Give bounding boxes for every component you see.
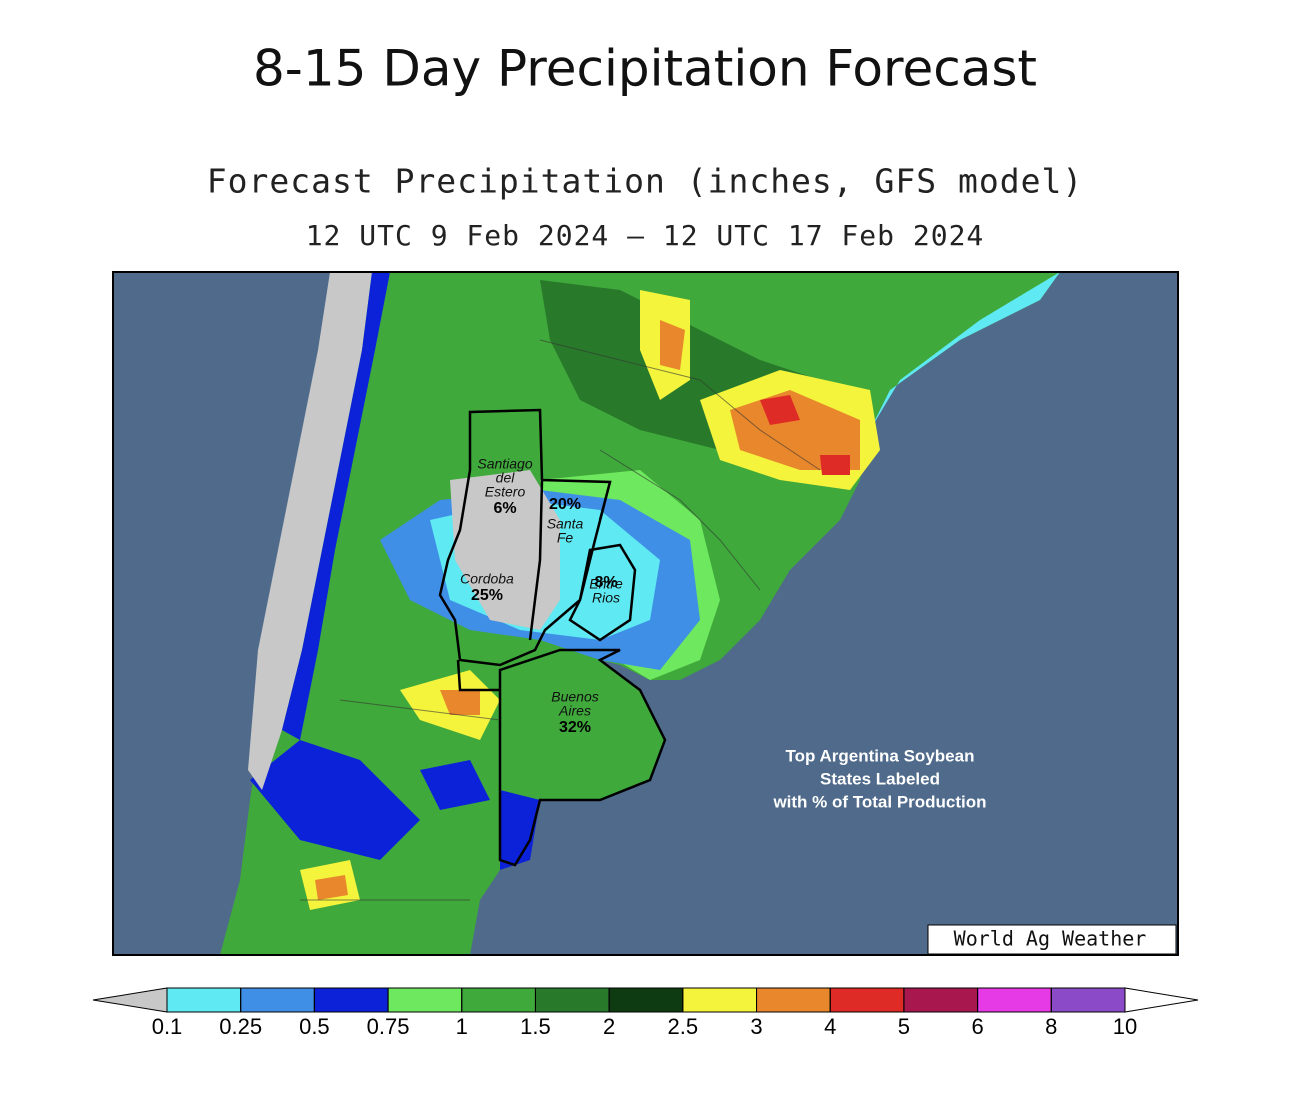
region-share: 20% (549, 496, 581, 513)
color-cell (1050, 987, 1126, 1013)
over-arrow (1124, 987, 1199, 1013)
annotation-line: States Labeled (820, 769, 940, 788)
yellow-ne (300, 290, 880, 910)
credit-box (927, 924, 1177, 955)
map-title: Forecast Precipitation (inches, GFS mode… (207, 162, 1083, 201)
color-cell (534, 987, 610, 1013)
color-cell (756, 987, 831, 1013)
dry-zone (450, 470, 560, 630)
colorbar: 0.1 0.25 0.5 0.75 1 1.5 2 2.5 3 4 5 6 8 10 (92, 987, 1199, 1039)
color-cell (387, 987, 463, 1013)
region-name: Entre (589, 576, 623, 592)
tick-label: 4 (824, 1014, 836, 1039)
annotation-line: with % of Total Production (772, 792, 986, 811)
region-name: Fe (557, 530, 574, 546)
tick-label: 1.5 (520, 1014, 551, 1039)
province-borders (438, 408, 667, 867)
coastal-band (870, 272, 1060, 430)
annotation-line: Top Argentina Soybean (786, 746, 975, 765)
region-share: 8% (594, 574, 617, 591)
map-subtitle: 12 UTC 9 Feb 2024 – 12 UTC 17 Feb 2024 (306, 219, 985, 252)
region-name: Estero (485, 484, 526, 500)
blue-south (250, 740, 540, 870)
tick-label: 0.25 (219, 1014, 262, 1039)
tick-label: 10 (1113, 1014, 1137, 1039)
tick-label: 0.5 (299, 1014, 330, 1039)
tick-label: 8 (1045, 1014, 1057, 1039)
tick-label: 0.75 (367, 1014, 410, 1039)
red-ne (760, 395, 850, 475)
under-arrow (92, 987, 168, 1013)
color-cell (829, 987, 905, 1013)
tick-label: 6 (971, 1014, 983, 1039)
page-title: 8-15 Day Precipitation Forecast (253, 40, 1037, 98)
color-cell (313, 987, 389, 1013)
region-name: Buenos (551, 689, 598, 705)
tick-label: 2 (603, 1014, 615, 1039)
color-cell (608, 987, 684, 1013)
color-cell (240, 987, 315, 1013)
color-cell (977, 987, 1052, 1013)
region-share: 32% (559, 719, 591, 736)
blue-andes (282, 272, 390, 740)
tick-label: 1 (456, 1014, 468, 1039)
tick-label: 3 (750, 1014, 762, 1039)
color-cell (461, 987, 536, 1013)
color-cell (166, 987, 242, 1013)
region-name: Santiago (477, 456, 532, 472)
tick-label: 0.1 (152, 1014, 183, 1039)
map-frame (112, 271, 1179, 956)
region-name: del (496, 470, 516, 486)
chile (248, 272, 372, 790)
region-name: Aires (558, 703, 591, 719)
country-borders (300, 339, 821, 901)
color-cell (903, 987, 979, 1013)
credit: World Ag Weather (954, 927, 1147, 951)
region-share: 6% (493, 500, 516, 517)
region-name: Cordoba (460, 571, 514, 587)
region-name: Rios (592, 590, 620, 606)
tick-label: 5 (898, 1014, 910, 1039)
tick-label: 2.5 (668, 1014, 699, 1039)
region-share: 25% (471, 587, 503, 604)
region-name: Santa (547, 516, 584, 532)
color-cell (682, 987, 758, 1013)
